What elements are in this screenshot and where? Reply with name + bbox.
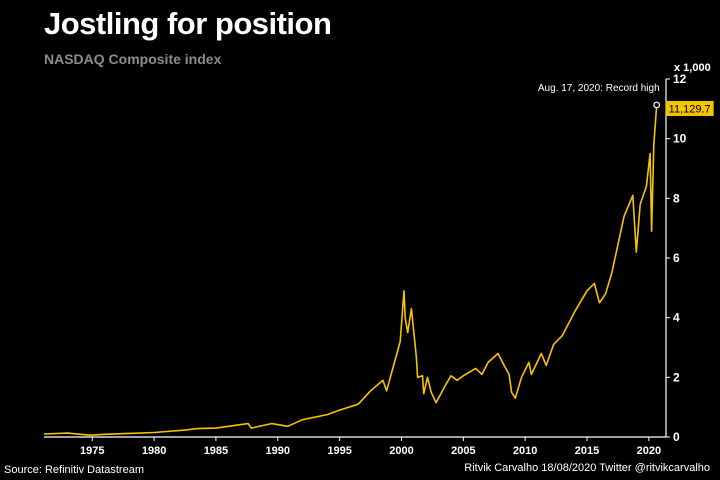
x-tick-label: 1975 (80, 445, 104, 457)
x-tick-label: 2015 (575, 445, 599, 457)
y-axis-unit-label: x 1,000 (674, 62, 711, 74)
y-tick-label: 6 (673, 251, 680, 265)
credit-note: Ritvik Carvalho 18/08/2020 Twitter @ritv… (464, 462, 710, 474)
x-tick-label: 2010 (513, 445, 537, 457)
x-tick-label: 1985 (204, 445, 228, 457)
record-high-label: Aug. 17, 2020: Record high (538, 83, 660, 94)
y-axis: 0 2 4 6 8 10 12 (665, 72, 687, 444)
y-tick-label: 4 (673, 311, 680, 325)
x-tick-label: 1995 (327, 445, 351, 457)
x-tick-label: 1980 (142, 445, 166, 457)
x-tick-label: 1990 (266, 445, 290, 457)
record-high-value-badge (665, 100, 714, 116)
y-tick-label: 0 (673, 430, 680, 444)
source-note: Source: Refinitiv Datastream (4, 464, 144, 476)
y-tick-label: 2 (673, 370, 680, 384)
y-tick-label: 10 (673, 132, 687, 146)
x-axis: 1975 1980 1985 1990 1995 2000 2005 2010 2015 2020 (44, 436, 666, 457)
x-tick-label: 2005 (451, 445, 475, 457)
record-high-annotation: Aug. 17, 2020: Record high 11,129.7 (538, 83, 714, 116)
x-tick-label: 2020 (637, 445, 661, 457)
record-high-value-label: 11,129.7 (669, 103, 711, 115)
y-tick-label: 8 (673, 191, 680, 205)
record-high-marker (653, 101, 661, 109)
x-tick-label: 2000 (389, 445, 413, 457)
chart-title: Jostling for position (44, 6, 332, 41)
nasdaq-series-line (43, 104, 658, 437)
y-tick-label: 12 (673, 72, 687, 86)
chart-subtitle: NASDAQ Composite index (44, 51, 222, 67)
